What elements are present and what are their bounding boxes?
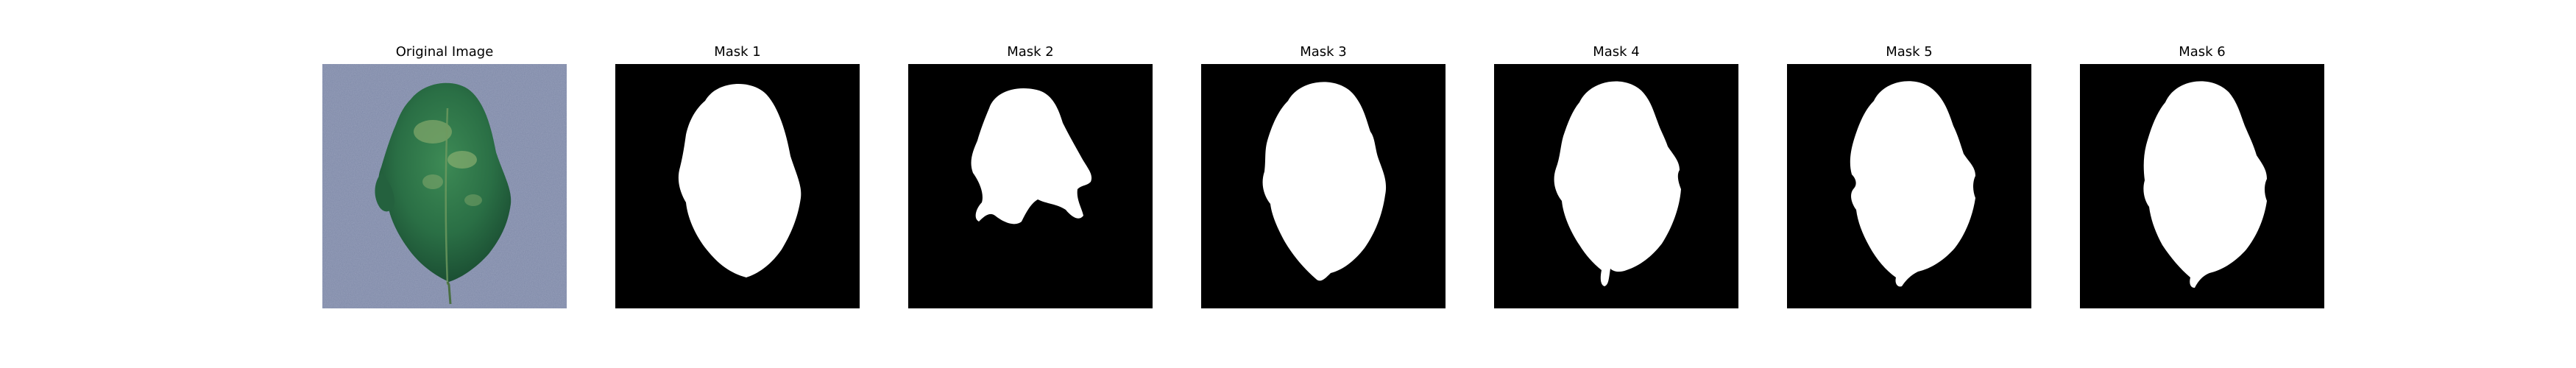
panel-mask-3: Mask 3 <box>1201 0 1446 368</box>
mask-6-image <box>2080 64 2324 308</box>
panel-mask-5: Mask 5 <box>1787 0 2031 368</box>
mask-5-image <box>1787 64 2031 308</box>
panel-mask-2: Mask 2 <box>908 0 1153 368</box>
original-leaf-photo <box>322 64 567 308</box>
mask-4-image <box>1494 64 1738 308</box>
panel-original-image: Original Image <box>322 0 567 368</box>
panel-title: Mask 2 <box>1007 44 1054 60</box>
panel-mask-4: Mask 4 <box>1494 0 1738 368</box>
panel-title: Mask 5 <box>1886 44 1933 60</box>
panel-title: Mask 1 <box>714 44 761 60</box>
panel-title: Mask 6 <box>2179 44 2226 60</box>
panel-title: Mask 4 <box>1593 44 1640 60</box>
mask-1-image <box>615 64 860 308</box>
panel-title: Mask 3 <box>1300 44 1347 60</box>
mask-2-image <box>908 64 1153 308</box>
mask-3-image <box>1201 64 1446 308</box>
panel-title: Original Image <box>395 44 494 60</box>
panel-mask-6: Mask 6 <box>2080 0 2324 368</box>
panel-mask-1: Mask 1 <box>615 0 860 368</box>
